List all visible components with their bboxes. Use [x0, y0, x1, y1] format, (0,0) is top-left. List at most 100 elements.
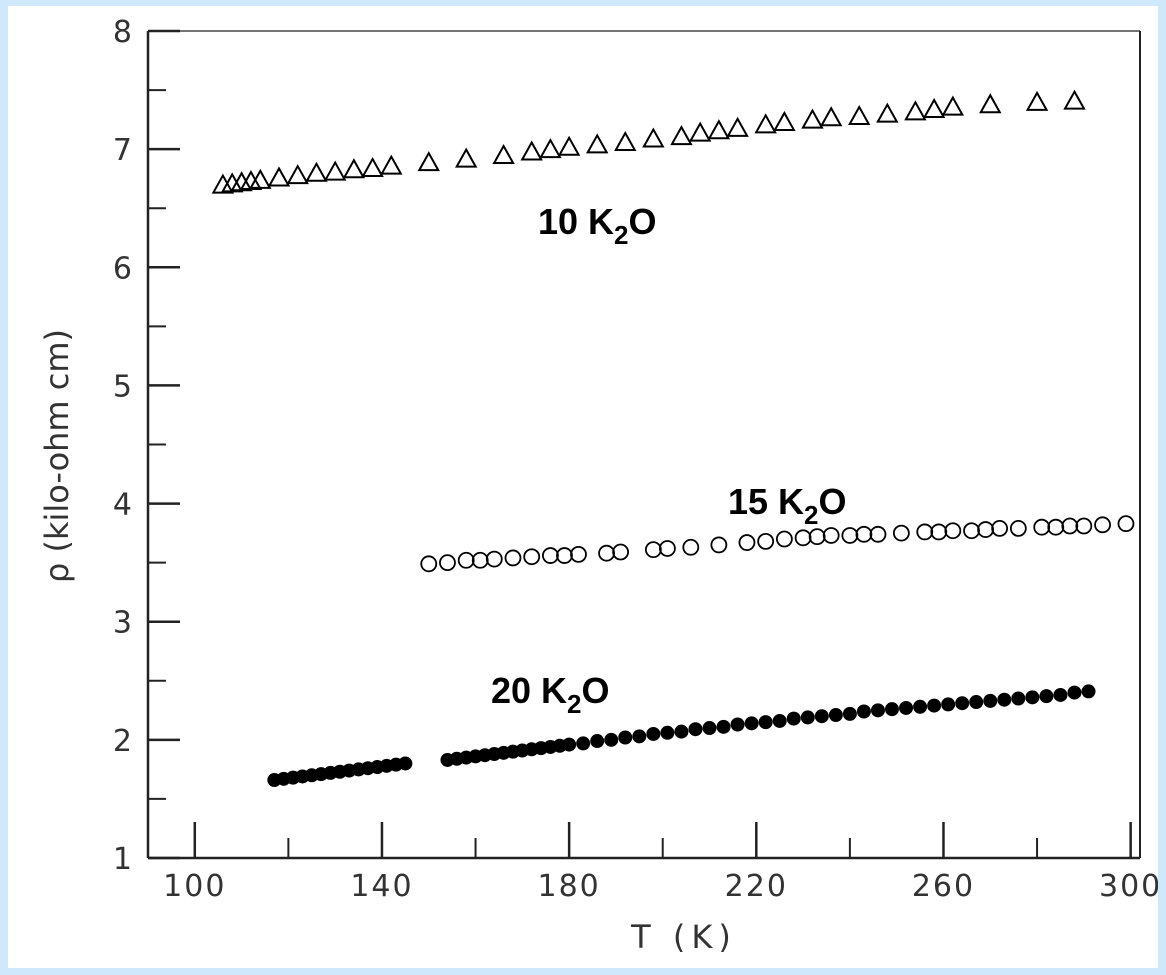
series-15-k2o-point — [808, 528, 826, 546]
series-10-k2o-point — [520, 140, 543, 161]
x-axis-title: T (K) — [630, 918, 737, 956]
series-15-k2o-point — [658, 540, 676, 557]
series-10-k2o-point — [342, 158, 366, 179]
series-15-k2o-point — [991, 519, 1009, 537]
series-20-k2o-point — [1053, 687, 1068, 702]
series-10-k2o-point — [688, 121, 712, 142]
series-10-k2o-point — [1063, 89, 1086, 110]
series-10-k2o-point — [539, 138, 562, 159]
series-20-k2o-point — [1011, 691, 1026, 706]
series-20-k2o-point — [885, 702, 899, 717]
series-15-k2o-point — [523, 548, 541, 566]
series-10-k2o-point — [557, 135, 581, 156]
series-label-2: 20 K2O — [491, 670, 610, 719]
series-20-k2o-point — [702, 721, 717, 736]
series-10-k2o-point — [380, 154, 403, 175]
series-15-k2o-point — [471, 551, 489, 569]
y-tick-label: 6 — [113, 251, 132, 286]
series-20-k2o-point — [828, 708, 843, 723]
series-20-k2o-point — [941, 697, 956, 712]
y-tick-label: 8 — [113, 15, 132, 50]
series-10-k2o-point — [323, 160, 347, 181]
series-15-k2o-point — [977, 521, 994, 538]
series-15-k2o-point — [420, 555, 438, 573]
series-20-k2o-point — [1081, 684, 1096, 699]
series-15-k2o-point — [841, 527, 859, 544]
series-15-k2o-point — [892, 524, 910, 542]
series-15-k2o-point — [1117, 515, 1135, 533]
series-15-k2o-point — [916, 523, 934, 541]
y-tick-label: 3 — [113, 606, 132, 641]
series-15-k2o-point — [963, 522, 980, 540]
series-15-k2o-point — [1094, 516, 1111, 534]
y-tick-label: 2 — [113, 724, 132, 759]
series-10-k2o-point — [417, 151, 440, 172]
series-20-k2o-point — [716, 719, 731, 734]
series-10-k2o-point — [848, 104, 871, 126]
series-20-k2o-point — [1025, 690, 1040, 705]
series-20-k2o-point — [744, 716, 759, 731]
series-10-k2o-point — [305, 161, 328, 182]
series-15-k2o-point — [757, 532, 775, 550]
series-20-k2o-point — [590, 734, 605, 749]
series-15-k2o-point — [612, 543, 630, 561]
x-tick-label: 140 — [350, 869, 413, 904]
x-tick-label: 180 — [537, 869, 600, 904]
y-tick-label: 1 — [113, 842, 132, 877]
series-10-k2o-point — [707, 119, 731, 140]
series-20-k2o-point — [660, 725, 675, 740]
series-10-k2o-point — [876, 102, 899, 123]
series-20-k2o-point — [786, 711, 801, 726]
x-tick-label: 100 — [163, 869, 226, 904]
series-label-1: 15 K2O — [728, 481, 847, 530]
series-10-k2o-point — [1025, 90, 1049, 111]
series-10-k2o-point — [286, 164, 309, 185]
chart-figure: T (K) ρ (kilo-ohm cm) 1 2 3 4 5 6 7 8 100 140 180 2… — [8, 6, 1158, 968]
series-10-k2o-point — [454, 147, 478, 168]
series-10-k2o-point — [922, 97, 946, 118]
series-15-k2o-point — [855, 525, 873, 543]
series-10-k2o-point — [726, 116, 749, 137]
series-15-k2o-point — [944, 522, 962, 540]
y-axis-title: ρ (kilo-ohm cm) — [38, 329, 76, 583]
series-20-k2o-point — [562, 737, 577, 752]
series-15-k2o-point — [1061, 517, 1079, 535]
series-20-k2o-point — [983, 693, 998, 708]
series-20-k2o-point — [618, 730, 633, 745]
series-15-k2o-point — [644, 541, 662, 559]
y-tick-label: 4 — [113, 488, 132, 523]
series-20-k2o-point — [646, 726, 661, 741]
series-15-k2o-point — [1033, 518, 1051, 536]
series-10-k2o-point — [614, 130, 637, 152]
y-tick-label: 7 — [113, 133, 132, 168]
series-20-k2o-point — [730, 717, 745, 732]
series-15-k2o-point — [682, 538, 700, 556]
series-15-k2o-point — [738, 534, 756, 551]
series-10-k2o-point — [754, 113, 777, 134]
axis-ticks-group — [148, 29, 1132, 860]
series-20-k2o-point — [842, 706, 857, 721]
series-15-k2o-point — [1075, 517, 1093, 535]
series-10-k2o-point — [941, 95, 965, 116]
series-15-k2o-point — [869, 525, 887, 543]
series-15-k2o-point — [570, 545, 587, 563]
y-tick-label: 5 — [113, 369, 132, 404]
series-15-k2o-point — [710, 536, 728, 554]
series-20-k2o-point — [674, 724, 689, 739]
series-20-k2o-point — [800, 710, 815, 725]
series-20-k2o-point — [870, 703, 885, 718]
x-tick-label: 220 — [725, 869, 788, 904]
data-points-group — [211, 89, 1135, 788]
series-15-k2o-point — [1047, 518, 1065, 536]
series-10-k2o-point — [904, 100, 927, 121]
series-15-k2o-point — [794, 529, 812, 547]
series-10-k2o-point — [979, 93, 1002, 114]
series-20-k2o-point — [913, 699, 928, 714]
series-15-k2o-point — [504, 549, 522, 567]
series-10-k2o-point — [801, 108, 824, 129]
series-20-k2o-point — [856, 704, 871, 719]
series-20-k2o-point — [899, 700, 914, 715]
series-label-0: 10 K2O — [538, 201, 657, 250]
series-20-k2o-point — [814, 709, 829, 724]
scatter-chart: T (K) ρ (kilo-ohm cm) 1 2 3 4 5 6 7 8 100 140 180 2… — [38, 15, 1158, 956]
